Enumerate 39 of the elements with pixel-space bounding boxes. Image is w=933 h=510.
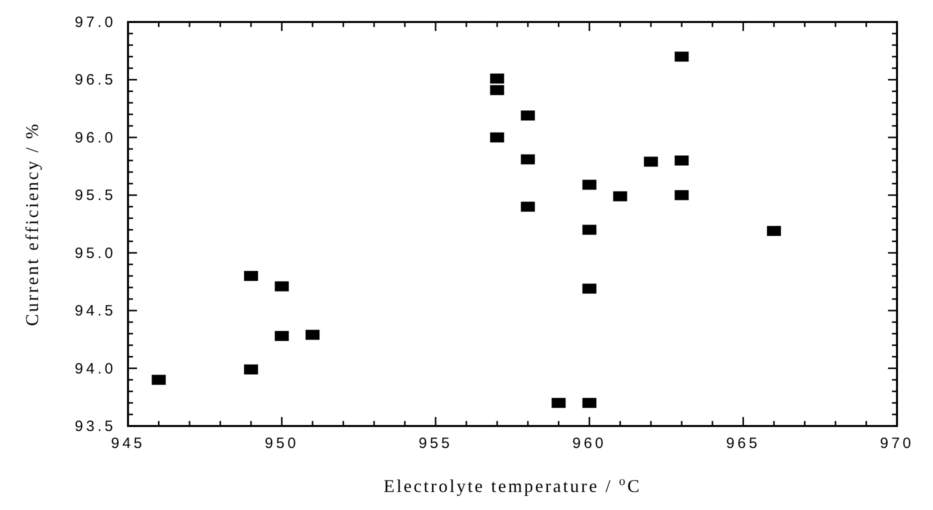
x-tick-label: 955 bbox=[418, 435, 453, 452]
point bbox=[152, 374, 166, 385]
point bbox=[274, 281, 289, 292]
point bbox=[520, 202, 535, 212]
x-axis-title: Electrolyte temperature / $^{o}$C bbox=[384, 474, 642, 496]
point bbox=[582, 224, 596, 235]
point bbox=[674, 52, 689, 62]
point bbox=[613, 191, 628, 202]
y-axis-title: Current efficiency / % bbox=[22, 122, 42, 326]
point bbox=[274, 330, 289, 341]
x-tick-label: 970 bbox=[880, 435, 914, 452]
point bbox=[644, 156, 658, 167]
x-tick-label: 950 bbox=[264, 435, 299, 452]
point bbox=[520, 154, 535, 164]
x-tick-label: 945 bbox=[110, 435, 146, 452]
point bbox=[244, 364, 258, 374]
y-tick-label: 93.5 bbox=[74, 418, 116, 435]
point bbox=[490, 132, 504, 142]
point bbox=[582, 284, 596, 294]
y-tick-label: 95.0 bbox=[74, 244, 116, 262]
point bbox=[674, 190, 689, 200]
y-tick-label: 97.0 bbox=[74, 14, 116, 31]
y-tick-label: 94.0 bbox=[74, 360, 116, 378]
point bbox=[766, 226, 781, 236]
y-tick-label: 95.5 bbox=[74, 187, 116, 204]
x-tick-label: 960 bbox=[572, 435, 606, 452]
point bbox=[244, 270, 258, 281]
y-tick-label: 96.0 bbox=[74, 129, 116, 146]
point bbox=[520, 110, 535, 120]
point bbox=[490, 85, 504, 96]
point bbox=[582, 180, 596, 190]
point bbox=[306, 330, 320, 340]
y-tick-label: 94.5 bbox=[74, 302, 116, 320]
point bbox=[674, 156, 689, 166]
point bbox=[582, 398, 596, 408]
point bbox=[552, 398, 566, 408]
point bbox=[490, 74, 504, 84]
y-tick-label: 96.5 bbox=[74, 72, 116, 89]
x-tick-label: 965 bbox=[726, 435, 760, 452]
